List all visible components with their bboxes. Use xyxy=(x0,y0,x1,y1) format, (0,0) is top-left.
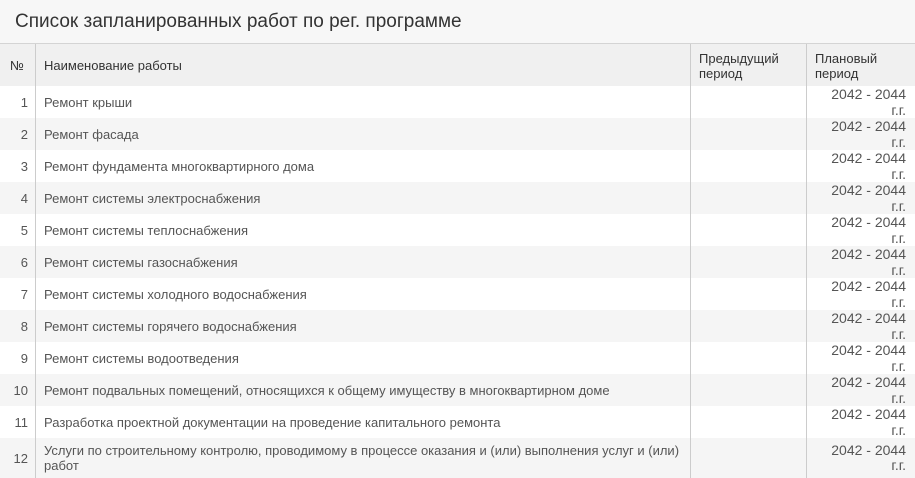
row-plan-period: 2042 - 2044 г.г. xyxy=(807,406,915,438)
row-prev-period xyxy=(691,246,807,278)
row-name: Ремонт подвальных помещений, относящихся… xyxy=(36,374,691,406)
row-prev-period xyxy=(691,214,807,246)
row-plan-period: 2042 - 2044 г.г. xyxy=(807,438,915,478)
row-number: 1 xyxy=(0,86,36,118)
row-number: 6 xyxy=(0,246,36,278)
row-number: 2 xyxy=(0,118,36,150)
row-number: 11 xyxy=(0,406,36,438)
row-name: Разработка проектной документации на про… xyxy=(36,406,691,438)
page-title: Список запланированных работ по рег. про… xyxy=(0,0,915,44)
row-plan-period: 2042 - 2044 г.г. xyxy=(807,150,915,182)
col-name: Наименование работы xyxy=(36,44,691,86)
row-prev-period xyxy=(691,182,807,214)
row-number: 5 xyxy=(0,214,36,246)
row-plan-period: 2042 - 2044 г.г. xyxy=(807,246,915,278)
row-prev-period xyxy=(691,86,807,118)
row-prev-period xyxy=(691,278,807,310)
row-prev-period xyxy=(691,310,807,342)
row-name: Ремонт системы теплоснабжения xyxy=(36,214,691,246)
col-number: № xyxy=(0,44,36,86)
row-plan-period: 2042 - 2044 г.г. xyxy=(807,342,915,374)
row-number: 3 xyxy=(0,150,36,182)
row-name: Ремонт системы газоснабжения xyxy=(36,246,691,278)
col-prev-period: Предыдущий период xyxy=(691,44,807,86)
row-prev-period xyxy=(691,438,807,478)
row-name: Ремонт фундамента многоквартирного дома xyxy=(36,150,691,182)
row-prev-period xyxy=(691,118,807,150)
row-plan-period: 2042 - 2044 г.г. xyxy=(807,374,915,406)
row-plan-period: 2042 - 2044 г.г. xyxy=(807,182,915,214)
row-plan-period: 2042 - 2044 г.г. xyxy=(807,118,915,150)
col-plan-period: Плановый период xyxy=(807,44,915,86)
table-header: № Наименование работы Предыдущий период … xyxy=(0,44,915,86)
row-number: 4 xyxy=(0,182,36,214)
row-number: 7 xyxy=(0,278,36,310)
row-prev-period xyxy=(691,150,807,182)
row-prev-period xyxy=(691,374,807,406)
row-number: 10 xyxy=(0,374,36,406)
row-name: Ремонт системы горячего водоснабжения xyxy=(36,310,691,342)
row-number: 12 xyxy=(0,438,36,478)
row-name: Ремонт крыши xyxy=(36,86,691,118)
works-table: № Наименование работы Предыдущий период … xyxy=(0,44,915,478)
row-prev-period xyxy=(691,342,807,374)
row-plan-period: 2042 - 2044 г.г. xyxy=(807,278,915,310)
row-name: Ремонт фасада xyxy=(36,118,691,150)
row-name: Ремонт системы водоотведения xyxy=(36,342,691,374)
row-name: Ремонт системы электроснабжения xyxy=(36,182,691,214)
row-prev-period xyxy=(691,406,807,438)
row-name: Ремонт системы холодного водоснабжения xyxy=(36,278,691,310)
row-plan-period: 2042 - 2044 г.г. xyxy=(807,310,915,342)
row-number: 9 xyxy=(0,342,36,374)
row-number: 8 xyxy=(0,310,36,342)
row-plan-period: 2042 - 2044 г.г. xyxy=(807,214,915,246)
row-plan-period: 2042 - 2044 г.г. xyxy=(807,86,915,118)
row-name: Услуги по строительному контролю, провод… xyxy=(36,438,691,478)
